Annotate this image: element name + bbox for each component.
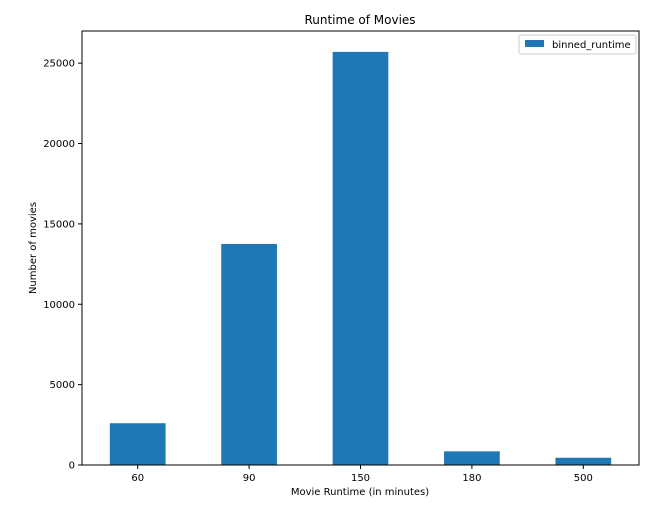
legend: binned_runtime <box>518 34 637 55</box>
y-tick-label: 0 <box>69 461 75 472</box>
bars-layer <box>109 51 612 465</box>
legend-box <box>518 34 637 55</box>
x-tick-label: 90 <box>243 473 256 484</box>
y-tick-label: 25000 <box>43 59 75 70</box>
x-axis: 60 90 150 180 500 <box>131 465 593 484</box>
chart-title: Runtime of Movies <box>304 13 415 27</box>
bar-60 <box>109 423 166 465</box>
bar-500 <box>555 457 612 465</box>
y-axis: 0 5000 10000 15000 20000 25000 <box>43 59 82 472</box>
x-tick-label: 150 <box>351 473 370 484</box>
y-tick-label: 5000 <box>50 380 75 391</box>
bar-180 <box>444 451 500 465</box>
y-tick-label: 20000 <box>43 139 75 150</box>
x-tick-label: 180 <box>462 473 481 484</box>
x-tick-label: 500 <box>574 473 593 484</box>
legend-label: binned_runtime <box>552 40 631 51</box>
x-axis-label: Movie Runtime (in minutes) <box>291 487 429 498</box>
x-tick-label: 60 <box>131 473 144 484</box>
legend-swatch <box>525 40 544 47</box>
y-axis-label: Number of movies <box>28 202 39 294</box>
y-tick-label: 15000 <box>43 219 75 230</box>
bar-90 <box>221 243 277 465</box>
y-tick-label: 10000 <box>43 300 75 311</box>
bar-150 <box>332 51 389 465</box>
